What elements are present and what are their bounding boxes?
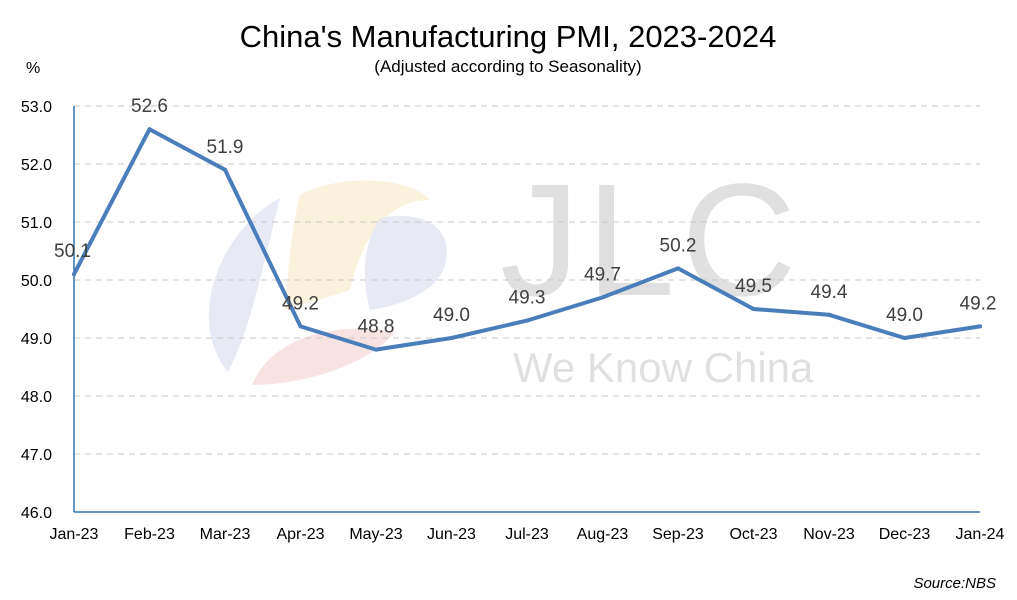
data-point (902, 336, 907, 340)
x-tick-label: Jun-23 (427, 526, 476, 543)
data-point (72, 272, 76, 277)
chart-subtitle: (Adjusted according to Seasonality) (374, 57, 641, 76)
data-label: 51.9 (207, 137, 244, 158)
data-point (449, 336, 454, 340)
source-note: Source:NBS (913, 575, 996, 592)
data-label: 49.2 (282, 293, 319, 314)
x-tick-label: Nov-23 (803, 526, 855, 543)
chart-title: China's Manufacturing PMI, 2023-2024 (240, 19, 777, 54)
y-tick-label: 50.0 (21, 273, 52, 290)
gridlines (74, 105, 980, 455)
data-point (223, 167, 227, 172)
data-point (827, 312, 831, 317)
data-label: 49.4 (811, 282, 848, 303)
x-tick-label: Jan-23 (50, 526, 99, 543)
x-tick-label: Jul-23 (505, 526, 549, 543)
data-label: 49.7 (584, 264, 621, 285)
watermark-swoosh-blue (208, 198, 280, 372)
data-point (676, 266, 680, 271)
x-tick-label: Aug-23 (577, 526, 629, 543)
y-tick-label: 49.0 (21, 331, 52, 348)
y-axis-unit: % (26, 60, 40, 77)
data-point (147, 127, 152, 132)
data-label: 49.5 (735, 276, 772, 297)
y-tick-label: 47.0 (21, 447, 52, 464)
watermark-brand-text: JLC (500, 150, 803, 329)
x-tick-label: Feb-23 (124, 526, 175, 543)
x-tick-label: Mar-23 (200, 526, 251, 543)
data-label: 49.2 (960, 293, 997, 314)
y-tick-label: 51.0 (21, 215, 52, 232)
x-tick-label: Dec-23 (879, 526, 931, 543)
data-point (374, 347, 378, 352)
data-label: 50.1 (54, 241, 91, 262)
x-tick-label: Apr-23 (276, 526, 324, 543)
y-tick-label: 53.0 (21, 99, 52, 116)
y-tick-label: 52.0 (21, 157, 52, 174)
data-label: 49.0 (886, 305, 923, 326)
data-label: 48.8 (358, 317, 395, 338)
watermark-swoosh-yellow (285, 180, 430, 310)
watermark-swoosh-lightblue (364, 215, 447, 310)
y-axis-ticks: 46.0 47.0 48.0 49.0 50.0 51.0 52.0 53.0 (21, 99, 52, 522)
y-tick-label: 48.0 (21, 389, 52, 406)
watermark-tagline-text: We Know China (513, 344, 814, 391)
data-label: 52.6 (131, 96, 168, 117)
x-axis-ticks: Jan-23 Feb-23 Mar-23 Apr-23 May-23 Jun-23 Jul-… (50, 526, 1005, 543)
data-label: 49.0 (433, 305, 470, 326)
x-tick-label: May-23 (349, 526, 402, 543)
data-labels: 50.1 52.6 51.9 49.2 48.8 49.0 49.3 49.7 50.2 49.5… (54, 96, 996, 337)
jlc-watermark-logo: JLC We Know China (208, 150, 814, 391)
x-tick-label: Oct-23 (729, 526, 777, 543)
data-point (298, 324, 303, 329)
data-label: 49.3 (509, 288, 546, 309)
data-label: 50.2 (660, 235, 697, 256)
y-tick-label: 46.0 (21, 505, 52, 522)
data-point (978, 324, 982, 329)
data-point (600, 295, 605, 300)
data-point (525, 318, 529, 323)
pmi-series (72, 127, 982, 352)
x-tick-label: Sep-23 (652, 526, 704, 543)
x-tick-label: Jan-24 (956, 526, 1005, 543)
data-point (751, 307, 756, 311)
